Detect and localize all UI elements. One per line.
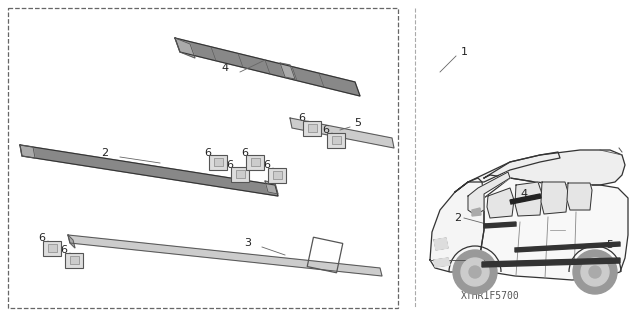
- Polygon shape: [68, 235, 382, 276]
- Bar: [65, 253, 83, 268]
- Circle shape: [573, 250, 617, 294]
- Bar: [307, 124, 317, 132]
- Text: 6: 6: [227, 160, 234, 170]
- Polygon shape: [430, 178, 484, 272]
- Bar: [43, 241, 61, 256]
- Polygon shape: [455, 152, 560, 192]
- Polygon shape: [515, 242, 620, 252]
- Circle shape: [581, 258, 609, 286]
- Bar: [250, 158, 259, 166]
- Text: 3: 3: [582, 260, 589, 270]
- Text: 1: 1: [461, 47, 467, 57]
- Polygon shape: [567, 183, 592, 210]
- Bar: [236, 170, 244, 178]
- Text: 6: 6: [205, 148, 211, 158]
- Polygon shape: [280, 63, 295, 79]
- Bar: [303, 121, 321, 136]
- Text: 6: 6: [264, 160, 271, 170]
- Bar: [209, 154, 227, 169]
- Polygon shape: [484, 222, 516, 228]
- Text: 5: 5: [607, 240, 614, 250]
- Circle shape: [461, 258, 489, 286]
- Circle shape: [453, 250, 497, 294]
- Circle shape: [469, 266, 481, 278]
- Text: 6: 6: [241, 148, 248, 158]
- Polygon shape: [434, 238, 448, 250]
- Polygon shape: [468, 172, 510, 215]
- Polygon shape: [472, 208, 481, 216]
- Bar: [214, 158, 223, 166]
- Circle shape: [589, 266, 601, 278]
- Polygon shape: [20, 145, 35, 158]
- Polygon shape: [265, 181, 278, 194]
- Text: 6: 6: [323, 125, 330, 135]
- Polygon shape: [290, 118, 394, 148]
- Text: 2: 2: [101, 148, 109, 158]
- Bar: [70, 256, 79, 264]
- Polygon shape: [515, 182, 542, 216]
- Polygon shape: [541, 182, 568, 214]
- Polygon shape: [487, 188, 514, 218]
- Bar: [268, 167, 286, 182]
- Polygon shape: [482, 258, 620, 267]
- Bar: [231, 167, 249, 182]
- Polygon shape: [510, 194, 541, 204]
- Bar: [273, 171, 282, 179]
- Polygon shape: [175, 38, 360, 96]
- Text: 2: 2: [454, 213, 461, 223]
- Text: 6: 6: [38, 233, 45, 243]
- Bar: [327, 132, 345, 147]
- Polygon shape: [20, 145, 278, 196]
- Bar: [47, 244, 56, 252]
- Polygon shape: [434, 258, 450, 267]
- Text: 6: 6: [298, 113, 305, 123]
- Polygon shape: [175, 38, 195, 58]
- Text: 4: 4: [520, 189, 527, 199]
- Polygon shape: [68, 235, 75, 248]
- Bar: [332, 136, 340, 144]
- Polygon shape: [478, 178, 628, 280]
- Text: 5: 5: [355, 118, 362, 128]
- Text: 3: 3: [244, 238, 252, 248]
- Bar: [246, 154, 264, 169]
- Bar: [8, 8, 398, 308]
- Text: 4: 4: [221, 63, 228, 73]
- Polygon shape: [484, 150, 625, 185]
- Text: 6: 6: [61, 245, 67, 255]
- Text: XTHR1F5700: XTHR1F5700: [461, 291, 520, 301]
